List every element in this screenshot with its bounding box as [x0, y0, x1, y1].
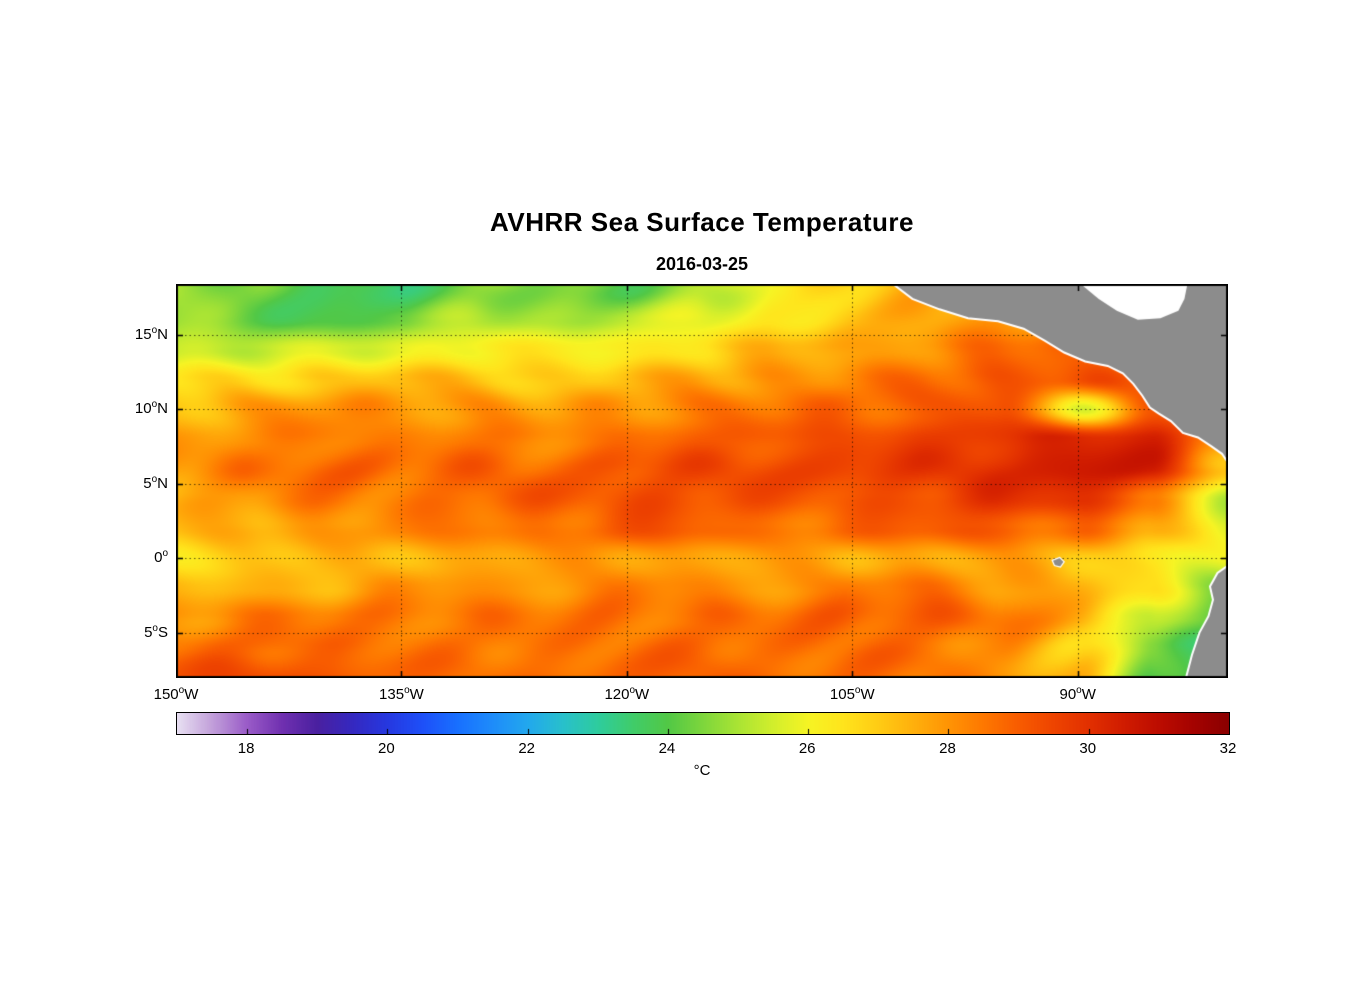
x-axis-tick-label: 150oW: [153, 685, 199, 704]
x-axis-tick-label: 135oW: [379, 685, 424, 704]
x-axis-tick-label: 105oW: [829, 685, 875, 704]
colorbar-tick-label: 30: [1079, 740, 1097, 757]
y-axis-tick-label: 15oN: [134, 324, 168, 343]
y-axis-tick-label: 0o: [154, 548, 168, 567]
colorbar-tick-label: 26: [798, 740, 816, 757]
sst-heatmap-canvas: [176, 284, 1228, 678]
y-axis-tick-label: 10oN: [134, 399, 168, 418]
x-axis-tick-label: 120oW: [604, 685, 650, 704]
colorbar-tick-label: 22: [518, 740, 535, 757]
colorbar-tick-label: 18: [237, 740, 255, 757]
colorbar-unit-label: °C: [693, 762, 711, 779]
y-axis-tick-label: 5oN: [143, 473, 168, 492]
y-axis-tick-label: 5oS: [144, 622, 168, 641]
colorbar-tick-label: 20: [378, 740, 395, 757]
chart-date-subtitle: 2016-03-25: [655, 254, 749, 274]
chart-title: AVHRR Sea Surface Temperature: [490, 207, 914, 237]
colorbar-tick-label: 28: [939, 740, 956, 757]
colorbar-tick-label: 24: [658, 740, 676, 757]
colorbar-gradient: [176, 712, 1230, 735]
colorbar-tick-label: 32: [1219, 740, 1237, 757]
x-axis-tick-label: 90oW: [1059, 685, 1096, 704]
